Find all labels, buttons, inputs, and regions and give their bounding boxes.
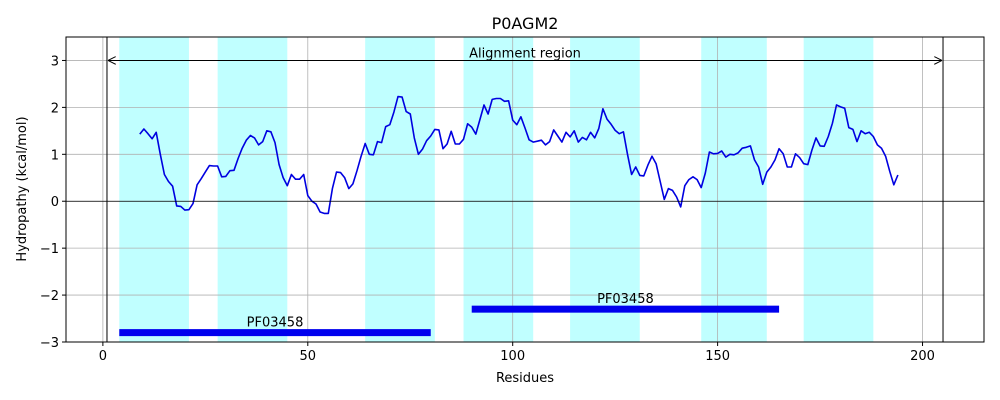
alignment-region-label: Alignment region: [469, 46, 581, 61]
shaded-band-5: [570, 37, 640, 342]
axes: 0 50 100 150 200 −3 −2 −1 0 1 2 3: [40, 36, 985, 364]
x-tick-label: 150: [705, 349, 730, 364]
y-tick-label: 1: [51, 148, 59, 163]
domain-bar-2: [471, 305, 780, 313]
y-tick-label: 2: [51, 101, 59, 116]
x-tick-label: 100: [500, 349, 525, 364]
shaded-band-6: [701, 37, 767, 342]
shaded-band-4: [463, 37, 534, 342]
plot-frame: [65, 36, 985, 343]
domain-bar-1: [119, 329, 431, 337]
domain-label-2: PF03458: [597, 292, 654, 307]
domain-bars: PF03458 PF03458: [119, 292, 780, 337]
x-tick-label: 200: [910, 349, 935, 364]
shaded-band-3: [365, 37, 435, 342]
y-tick-label: −3: [40, 336, 59, 351]
transmembrane-bands: [119, 37, 874, 342]
shaded-band-1: [119, 37, 189, 342]
y-tick-label: −2: [40, 289, 59, 304]
y-tick-label: −1: [40, 242, 59, 257]
annotations: Alignment region: [66, 37, 984, 342]
y-tick-label: 0: [51, 195, 59, 210]
y-tick-label: 3: [51, 54, 59, 69]
shaded-band-2: [217, 37, 288, 342]
hydropathy-line: [139, 95, 899, 215]
y-axis-label: Hydropathy (kcal/mol): [15, 116, 30, 261]
series: [139, 95, 899, 215]
domain-label-1: PF03458: [247, 316, 304, 331]
x-axis-label: Residues: [496, 371, 554, 386]
chart-title: P0AGM2: [492, 14, 559, 33]
x-tick-label: 50: [300, 349, 317, 364]
shaded-band-7: [803, 37, 874, 342]
x-tick-label: 0: [99, 349, 107, 364]
